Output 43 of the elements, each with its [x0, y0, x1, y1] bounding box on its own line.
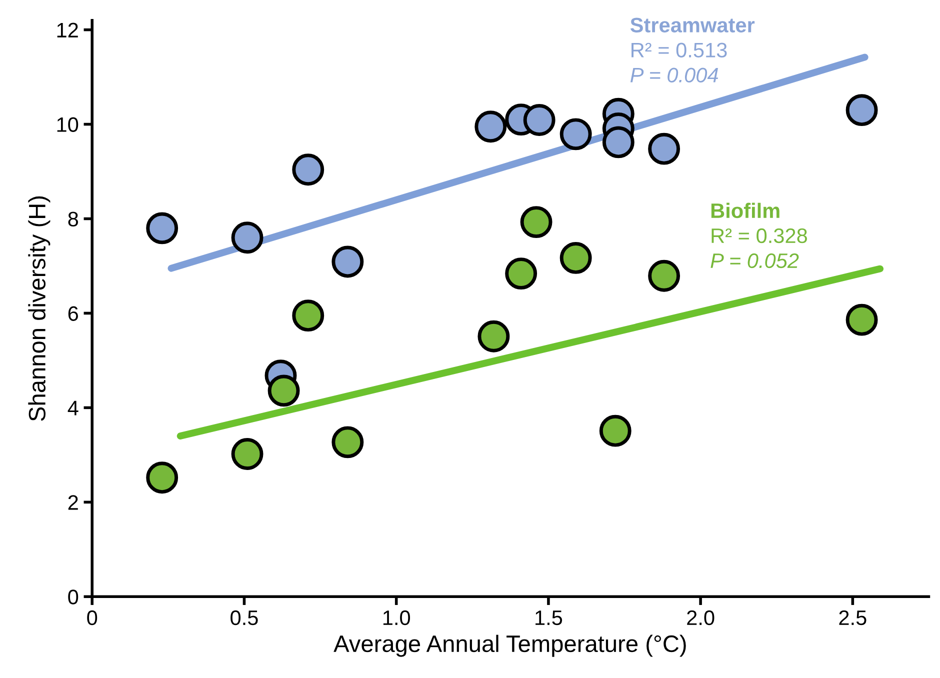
point — [648, 260, 680, 292]
point — [231, 222, 264, 254]
y-tick-label: 8 — [68, 212, 78, 226]
annotation: R² = 0.328 — [712, 228, 807, 244]
point — [292, 154, 324, 186]
x-tick-label: 1.0 — [383, 610, 410, 626]
point — [332, 426, 364, 458]
text: Biofilm — [711, 202, 780, 218]
x-tick-label: 2.5 — [839, 610, 866, 626]
text: Streamwater — [630, 18, 755, 32]
point — [648, 132, 680, 165]
point — [846, 304, 878, 336]
y-tick-label: 10 — [57, 117, 78, 132]
point — [560, 242, 592, 274]
point — [478, 320, 510, 352]
x-tick-label: 0.5 — [230, 610, 258, 626]
annotation: P = 0.004 — [630, 68, 718, 82]
y-tick-label: 6 — [68, 306, 78, 321]
x-tick-label: 1.5 — [536, 610, 562, 626]
point — [602, 126, 634, 158]
point — [523, 104, 556, 136]
x-tick-label: 0 — [87, 610, 98, 626]
y-tick-label: 4 — [68, 400, 78, 416]
point — [231, 438, 264, 470]
point — [146, 462, 178, 494]
annotation: R² = 0.513 — [632, 42, 727, 58]
point — [560, 118, 592, 150]
point — [268, 374, 300, 407]
point — [474, 110, 507, 143]
x-tick-label: 2.0 — [687, 610, 714, 626]
annotation: P = 0.052 — [710, 253, 799, 268]
y-axis-title: Shannon diversity (H) — [28, 196, 50, 421]
y-tick-label: 2 — [68, 495, 78, 510]
point — [505, 258, 538, 290]
point — [146, 212, 178, 244]
point — [292, 300, 324, 332]
point — [332, 246, 364, 278]
point — [846, 94, 878, 126]
point — [520, 206, 552, 238]
x-axis-title: Average Annual Temperature (°C) — [334, 634, 686, 657]
y-tick-label: 12 — [57, 22, 78, 38]
point — [599, 414, 632, 447]
y-tick-label: 0 — [68, 590, 78, 604]
